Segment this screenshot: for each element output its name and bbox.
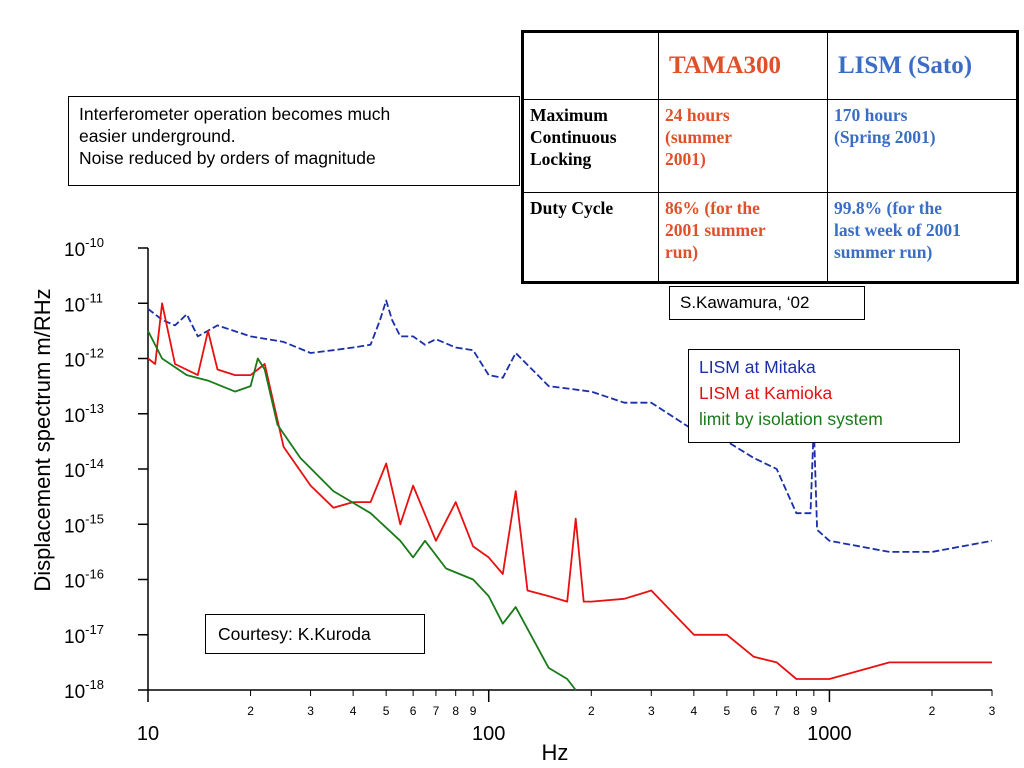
cell-line: run) (665, 242, 699, 262)
series-line-2 (147, 330, 577, 691)
plot-credit: Courtesy: K.Kuroda (205, 614, 425, 654)
note-line: Noise reduced by orders of magnitude (79, 148, 376, 168)
cell-line: summer run) (834, 242, 933, 262)
x-minor-tick-label: 3 (648, 704, 655, 718)
x-minor-tick-label: 5 (383, 704, 390, 718)
cell-line: Duty Cycle (530, 198, 614, 218)
x-minor-tick-label: 3 (989, 704, 996, 718)
y-tick-label: 10-16 (64, 567, 104, 593)
x-major-tick-label: 100 (472, 723, 505, 745)
y-axis-label: Displacement spectrum m/RHz (30, 288, 55, 592)
legend-entry-isolation: limit by isolation system (699, 409, 883, 429)
cell-line: (summer (665, 127, 733, 147)
comparison-table: TAMA300 LISM (Sato) Maximum Continuous L… (521, 30, 1019, 284)
x-minor-tick-label: 8 (793, 704, 800, 718)
x-axis-label: Hz (542, 740, 569, 765)
row-label-locking: Maximum Continuous Locking (522, 99, 659, 193)
y-tick-label: 10-12 (64, 346, 104, 372)
legend-entry-mitaka: LISM at Mitaka (699, 357, 816, 377)
table-header-row: TAMA300 LISM (Sato) (522, 31, 1018, 100)
y-tick-label: 10-13 (64, 401, 104, 427)
y-tick-label: 10-15 (64, 511, 104, 537)
legend-entry-kamioka: LISM at Kamioka (699, 383, 833, 403)
cell-line: last week of 2001 (834, 220, 961, 240)
table-credit: S.Kawamura, ‘02 (669, 286, 865, 320)
x-minor-tick-label: 6 (751, 704, 758, 718)
table-row: Duty Cycle 86% (for the 2001 summer run)… (522, 192, 1018, 283)
y-tick-label: 10-18 (64, 677, 104, 703)
cell-line: 24 hours (665, 105, 730, 125)
cell-line: 2001) (665, 149, 706, 169)
cell-line: Locking (530, 149, 592, 169)
lism-locking-value: 170 hours (Spring 2001) (827, 99, 1018, 193)
cell-line: Continuous (530, 127, 617, 147)
lism-duty-value: 99.8% (for the last week of 2001 summer … (827, 192, 1018, 283)
x-minor-tick-label: 4 (691, 704, 698, 718)
x-minor-tick-label: 7 (433, 704, 440, 718)
x-minor-tick-label: 9 (470, 704, 477, 718)
cell-line: 86% (for the (665, 198, 760, 218)
x-minor-tick-label: 4 (350, 704, 357, 718)
summary-note: Interferometer operation becomes much ea… (68, 96, 520, 186)
x-minor-tick-label: 2 (247, 704, 254, 718)
y-tick-label: 10-11 (64, 290, 103, 316)
x-minor-tick-label: 7 (773, 704, 780, 718)
x-major-tick-label: 1000 (807, 723, 852, 745)
y-tick-label: 10-10 (64, 235, 104, 261)
x-major-tick-label: 10 (137, 723, 159, 745)
cell-line: (Spring 2001) (834, 127, 936, 147)
x-minor-tick-label: 8 (452, 704, 459, 718)
x-minor-tick-label: 5 (724, 704, 731, 718)
cell-line: 170 hours (834, 105, 908, 125)
x-minor-tick-label: 6 (410, 704, 417, 718)
y-tick-label: 10-14 (64, 456, 104, 482)
x-minor-tick-label: 2 (929, 704, 936, 718)
plot-series (147, 299, 993, 691)
y-tick-label: 10-17 (64, 622, 104, 648)
table-row: Maximum Continuous Locking 24 hours (sum… (522, 99, 1018, 193)
header-tama300: TAMA300 (658, 31, 828, 100)
x-minor-tick-label: 9 (811, 704, 818, 718)
note-line: Interferometer operation becomes much (79, 104, 391, 124)
series-line-1 (147, 302, 992, 680)
tama-locking-value: 24 hours (summer 2001) (658, 99, 828, 193)
cell-line: Maximum (530, 105, 608, 125)
header-lism: LISM (Sato) (827, 31, 1018, 100)
table-corner-cell (522, 31, 659, 100)
cell-line: 2001 summer (665, 220, 766, 240)
note-line: easier underground. (79, 126, 236, 146)
row-label-duty-cycle: Duty Cycle (522, 192, 659, 283)
x-minor-tick-label: 2 (588, 704, 595, 718)
plot-ticks: 10-10 10-11 10-12 10-13 10-14 10-15 10-16 10-17… (64, 235, 996, 745)
chart-legend: LISM at Mitaka LISM at Kamioka limit by … (688, 349, 960, 443)
tama-duty-value: 86% (for the 2001 summer run) (658, 192, 828, 283)
cell-line: 99.8% (for the (834, 198, 943, 218)
x-minor-tick-label: 3 (307, 704, 314, 718)
